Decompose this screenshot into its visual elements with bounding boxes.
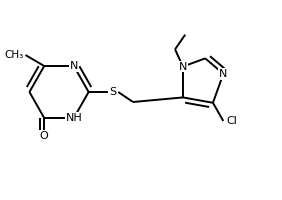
Text: Cl: Cl — [226, 116, 237, 126]
Text: N: N — [219, 69, 228, 79]
Text: N: N — [179, 62, 187, 72]
Text: NH: NH — [65, 113, 82, 123]
Text: N: N — [70, 61, 78, 71]
Text: CH₃: CH₃ — [4, 50, 23, 60]
Text: O: O — [40, 131, 49, 141]
Text: S: S — [110, 87, 117, 97]
